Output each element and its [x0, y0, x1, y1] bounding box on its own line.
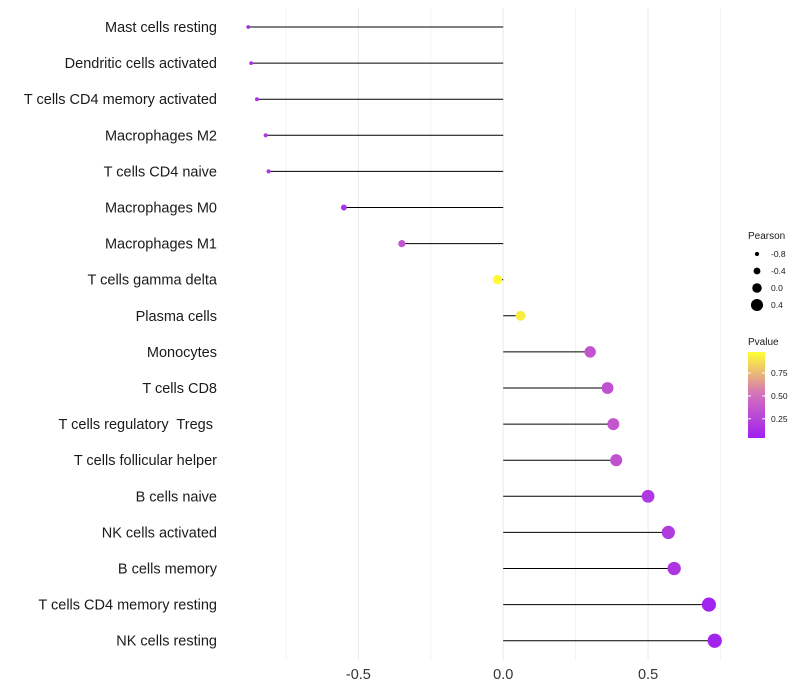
- size-legend-key: [752, 283, 762, 293]
- lollipop-point: [246, 25, 251, 29]
- category-label: Macrophages M0: [105, 201, 217, 217]
- category-label: T cells gamma delta: [88, 273, 218, 289]
- lollipop-point: [340, 204, 347, 211]
- lollipop-point: [610, 454, 623, 467]
- category-label: Plasma cells: [136, 309, 217, 325]
- pvalue-color-legend: Pvalue 0.25 0.50 0.75: [748, 337, 788, 438]
- category-label: T cells CD8: [142, 381, 217, 397]
- lollipop-point: [667, 561, 681, 576]
- category-label: Monocytes: [147, 345, 217, 361]
- size-legend-title: Pearson: [748, 231, 785, 242]
- color-legend-label: 0.25: [771, 414, 788, 424]
- size-legend-label: 0.0: [771, 283, 783, 293]
- lollipop-point: [492, 275, 503, 285]
- lollipop-point: [661, 525, 675, 540]
- size-legend-label: 0.4: [771, 300, 783, 310]
- lollipop-point: [601, 382, 614, 394]
- color-legend-bar: [748, 352, 765, 438]
- grid-lines: [285, 8, 721, 660]
- category-label: T cells CD4 naive: [104, 164, 217, 180]
- lollipop-point: [255, 97, 259, 102]
- lollipop-segments: [248, 26, 715, 642]
- size-legend-label: -0.4: [771, 266, 786, 276]
- x-tick-label: 0.0: [493, 667, 513, 683]
- x-tick-label: -0.5: [346, 667, 371, 683]
- color-legend-label: 0.75: [771, 368, 788, 378]
- lollipop-point: [584, 346, 596, 358]
- size-legend-label: -0.8: [771, 249, 786, 259]
- lollipop-point: [249, 61, 254, 65]
- lollipop-point: [707, 633, 722, 648]
- category-label: Macrophages M1: [105, 237, 217, 253]
- size-legend-key: [754, 251, 760, 257]
- category-label: B cells memory: [118, 562, 218, 578]
- x-tick-label: 0.5: [638, 667, 658, 683]
- category-label: B cells naive: [136, 489, 217, 505]
- lollipop-point: [398, 240, 406, 248]
- category-label: T cells CD4 memory resting: [38, 598, 217, 614]
- lollipop-point: [263, 133, 268, 138]
- size-legend-key: [750, 298, 764, 312]
- category-label: NK cells activated: [102, 525, 217, 541]
- x-axis-ticks: -0.5 0.0 0.5: [346, 667, 658, 683]
- pearson-size-legend: Pearson -0.8 -0.4 0.0 0.4: [748, 231, 786, 312]
- lollipop-point: [515, 310, 526, 321]
- category-label: Macrophages M2: [105, 128, 217, 144]
- category-labels: Mast cells resting Dendritic cells activa…: [24, 20, 218, 650]
- category-label: T cells follicular helper: [74, 453, 217, 469]
- lollipop-point: [701, 597, 716, 612]
- color-legend-title: Pvalue: [748, 337, 779, 348]
- category-label: T cells CD4 memory activated: [24, 92, 217, 108]
- lollipop-point: [607, 418, 620, 431]
- color-legend-label: 0.50: [771, 391, 788, 401]
- category-label: Dendritic cells activated: [65, 56, 217, 72]
- category-label: Mast cells resting: [105, 20, 217, 36]
- lollipop-points: [246, 25, 722, 648]
- size-legend-key: [753, 267, 761, 275]
- category-label: T cells regulatory Tregs: [59, 417, 218, 433]
- category-label: NK cells resting: [116, 634, 217, 650]
- lollipop-point: [641, 489, 655, 503]
- lollipop-point: [266, 169, 271, 174]
